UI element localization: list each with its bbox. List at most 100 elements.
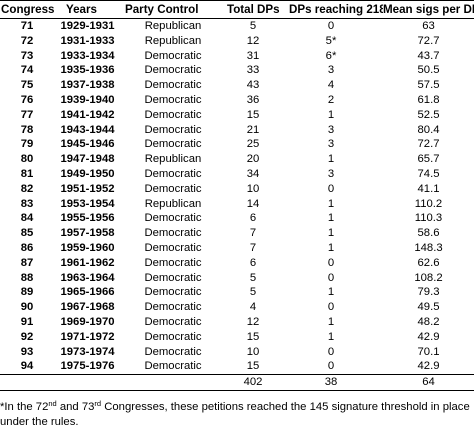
total-dps-cell: 12 bbox=[246, 34, 260, 47]
mean-sigs-cell: 62.6 bbox=[417, 256, 440, 269]
party-control-cell: Democratic bbox=[144, 315, 202, 328]
mean-sigs-cell: 43.7 bbox=[417, 49, 440, 62]
table-row: 92 1971-1972 Democratic 15 1 42.9 bbox=[0, 330, 474, 345]
total-dps-cell: 10 bbox=[246, 182, 260, 195]
party-control-cell: Democratic bbox=[144, 79, 202, 92]
party-control-cell: Democratic bbox=[144, 123, 202, 136]
table-row: 73 1933-1934 Democratic 31 6* 43.7 bbox=[0, 49, 474, 64]
years-cell: 1951-1952 bbox=[60, 182, 115, 195]
mean-sigs-cell: 110.2 bbox=[414, 197, 443, 210]
years-cell: 1941-1942 bbox=[60, 108, 115, 121]
table-footer: 402 38 64 bbox=[0, 374, 474, 391]
dps-reaching-218-cell: 0 bbox=[327, 182, 335, 195]
years-cell: 1973-1974 bbox=[60, 345, 115, 358]
total-dps-cell: 33 bbox=[246, 64, 260, 77]
years-cell: 1935-1936 bbox=[60, 64, 115, 77]
dps-reaching-218-cell: 2 bbox=[327, 93, 335, 106]
mean-sigs-cell: 80.4 bbox=[417, 123, 440, 136]
years-cell: 1929-1931 bbox=[60, 20, 115, 32]
totals-dps-reaching-218: 38 bbox=[287, 374, 383, 391]
table-header: Congress Years Party Control Total DPs D… bbox=[0, 0, 474, 19]
mean-sigs-cell: 74.5 bbox=[417, 167, 440, 180]
total-dps-cell: 25 bbox=[246, 138, 260, 151]
congress-cell: 82 bbox=[20, 182, 34, 195]
mean-sigs-cell: 65.7 bbox=[417, 153, 440, 166]
party-control-cell: Republican bbox=[144, 153, 202, 166]
table-row: 86 1959-1960 Democratic 7 1 148.3 bbox=[0, 241, 474, 256]
dps-reaching-218-cell: 3 bbox=[327, 64, 335, 77]
party-control-cell: Republican bbox=[144, 197, 202, 210]
total-dps-cell: 20 bbox=[246, 153, 260, 166]
party-control-cell: Democratic bbox=[144, 301, 202, 314]
totals-party-cell bbox=[121, 374, 225, 391]
party-control-cell: Democratic bbox=[144, 93, 202, 106]
total-dps-cell: 31 bbox=[246, 49, 260, 62]
total-dps-cell: 21 bbox=[246, 123, 260, 136]
party-control-cell: Democratic bbox=[144, 227, 202, 240]
footnote-sup-2: rd bbox=[94, 399, 102, 408]
party-control-cell: Democratic bbox=[144, 49, 202, 62]
mean-sigs-cell: 41.1 bbox=[417, 182, 440, 195]
congress-cell: 74 bbox=[20, 64, 34, 77]
dps-reaching-218-cell: 0 bbox=[327, 20, 335, 32]
mean-sigs-cell: 58.6 bbox=[417, 227, 440, 240]
dps-reaching-218-cell: 0 bbox=[327, 301, 335, 314]
dps-reaching-218-cell: 0 bbox=[327, 360, 335, 373]
total-dps-cell: 36 bbox=[246, 93, 260, 106]
dps-reaching-218-cell: 1 bbox=[327, 227, 335, 240]
table-footnote: *In the 72nd and 73rd Congresses, these … bbox=[0, 400, 474, 430]
mean-sigs-cell: 61.8 bbox=[417, 93, 440, 106]
header-row: Congress Years Party Control Total DPs D… bbox=[0, 0, 474, 19]
total-dps-cell: 7 bbox=[249, 227, 257, 240]
party-control-cell: Democratic bbox=[144, 256, 202, 269]
congress-cell: 72 bbox=[20, 34, 34, 47]
congress-cell: 76 bbox=[20, 93, 34, 106]
totals-years-cell bbox=[54, 374, 121, 391]
table-row: 84 1955-1956 Democratic 6 1 110.3 bbox=[0, 211, 474, 226]
total-dps-cell: 15 bbox=[246, 108, 260, 121]
congress-cell: 92 bbox=[20, 330, 34, 343]
total-dps-cell: 5 bbox=[249, 286, 257, 299]
dps-reaching-218-cell: 3 bbox=[327, 123, 335, 136]
years-cell: 1955-1956 bbox=[60, 212, 115, 225]
mean-sigs-cell: 48.2 bbox=[417, 315, 440, 328]
years-cell: 1933-1934 bbox=[60, 49, 115, 62]
mean-sigs-cell: 57.5 bbox=[417, 79, 440, 92]
total-dps-cell: 5 bbox=[249, 20, 257, 32]
congress-cell: 77 bbox=[20, 108, 34, 121]
dps-reaching-218-cell: 0 bbox=[327, 256, 335, 269]
total-dps-cell: 5 bbox=[249, 271, 257, 284]
congress-cell: 73 bbox=[20, 49, 34, 62]
totals-total-dps: 402 bbox=[225, 374, 287, 391]
dps-reaching-218-cell: 5* bbox=[325, 34, 337, 47]
years-cell: 1953-1954 bbox=[60, 197, 115, 210]
congress-cell: 93 bbox=[20, 345, 34, 358]
table-row: 74 1935-1936 Democratic 33 3 50.5 bbox=[0, 63, 474, 78]
dps-reaching-218-cell: 1 bbox=[327, 153, 335, 166]
totals-row: 402 38 64 bbox=[0, 374, 474, 391]
congress-cell: 85 bbox=[20, 227, 34, 240]
mean-sigs-cell: 49.5 bbox=[417, 301, 440, 314]
congress-cell: 89 bbox=[20, 286, 34, 299]
dps-reaching-218-cell: 1 bbox=[327, 197, 335, 210]
total-dps-cell: 15 bbox=[246, 330, 260, 343]
footnote-sup-1: nd bbox=[48, 399, 57, 408]
dps-reaching-218-cell: 1 bbox=[327, 315, 335, 328]
years-cell: 1961-1962 bbox=[60, 256, 115, 269]
years-cell: 1939-1940 bbox=[60, 93, 115, 106]
dps-reaching-218-cell: 1 bbox=[327, 286, 335, 299]
table-row: 93 1973-1974 Democratic 10 0 70.1 bbox=[0, 345, 474, 360]
congress-cell: 90 bbox=[20, 301, 34, 314]
years-cell: 1931-1933 bbox=[60, 34, 115, 47]
table-row: 89 1965-1966 Democratic 5 1 79.3 bbox=[0, 285, 474, 300]
footnote-text-3: Congresses, these petitions reached the … bbox=[0, 401, 470, 428]
party-control-cell: Democratic bbox=[144, 64, 202, 77]
congress-cell: 88 bbox=[20, 271, 34, 284]
congress-cell: 71 bbox=[20, 20, 34, 32]
header-dps-reaching-218: DPs reaching 218* bbox=[287, 0, 383, 19]
table-row: 80 1947-1948 Republican 20 1 65.7 bbox=[0, 152, 474, 167]
table-row: 87 1961-1962 Democratic 6 0 62.6 bbox=[0, 256, 474, 271]
table-row: 78 1943-1944 Democratic 21 3 80.4 bbox=[0, 123, 474, 138]
party-control-cell: Democratic bbox=[144, 108, 202, 121]
dps-reaching-218-cell: 1 bbox=[327, 241, 335, 254]
